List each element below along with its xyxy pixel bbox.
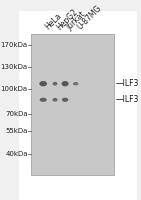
Text: 100kDa: 100kDa: [1, 86, 28, 92]
Text: —ILF3: —ILF3: [116, 95, 139, 104]
Text: Jurkat: Jurkat: [65, 9, 87, 32]
Bar: [31, 34, 114, 175]
Ellipse shape: [53, 98, 58, 102]
Text: U-87MG: U-87MG: [76, 4, 104, 32]
Ellipse shape: [62, 98, 68, 102]
Ellipse shape: [73, 82, 78, 85]
Text: 55kDa: 55kDa: [5, 128, 28, 134]
Text: 170kDa: 170kDa: [1, 42, 28, 48]
Text: HeLa: HeLa: [43, 12, 63, 32]
Text: 130kDa: 130kDa: [1, 64, 28, 70]
Text: 70kDa: 70kDa: [5, 111, 28, 117]
Ellipse shape: [53, 82, 57, 86]
Text: HepG2: HepG2: [55, 7, 80, 32]
Ellipse shape: [39, 81, 47, 86]
Text: —ILF3: —ILF3: [116, 79, 139, 88]
Ellipse shape: [40, 98, 47, 102]
Ellipse shape: [61, 81, 69, 86]
Text: 40kDa: 40kDa: [5, 151, 28, 157]
